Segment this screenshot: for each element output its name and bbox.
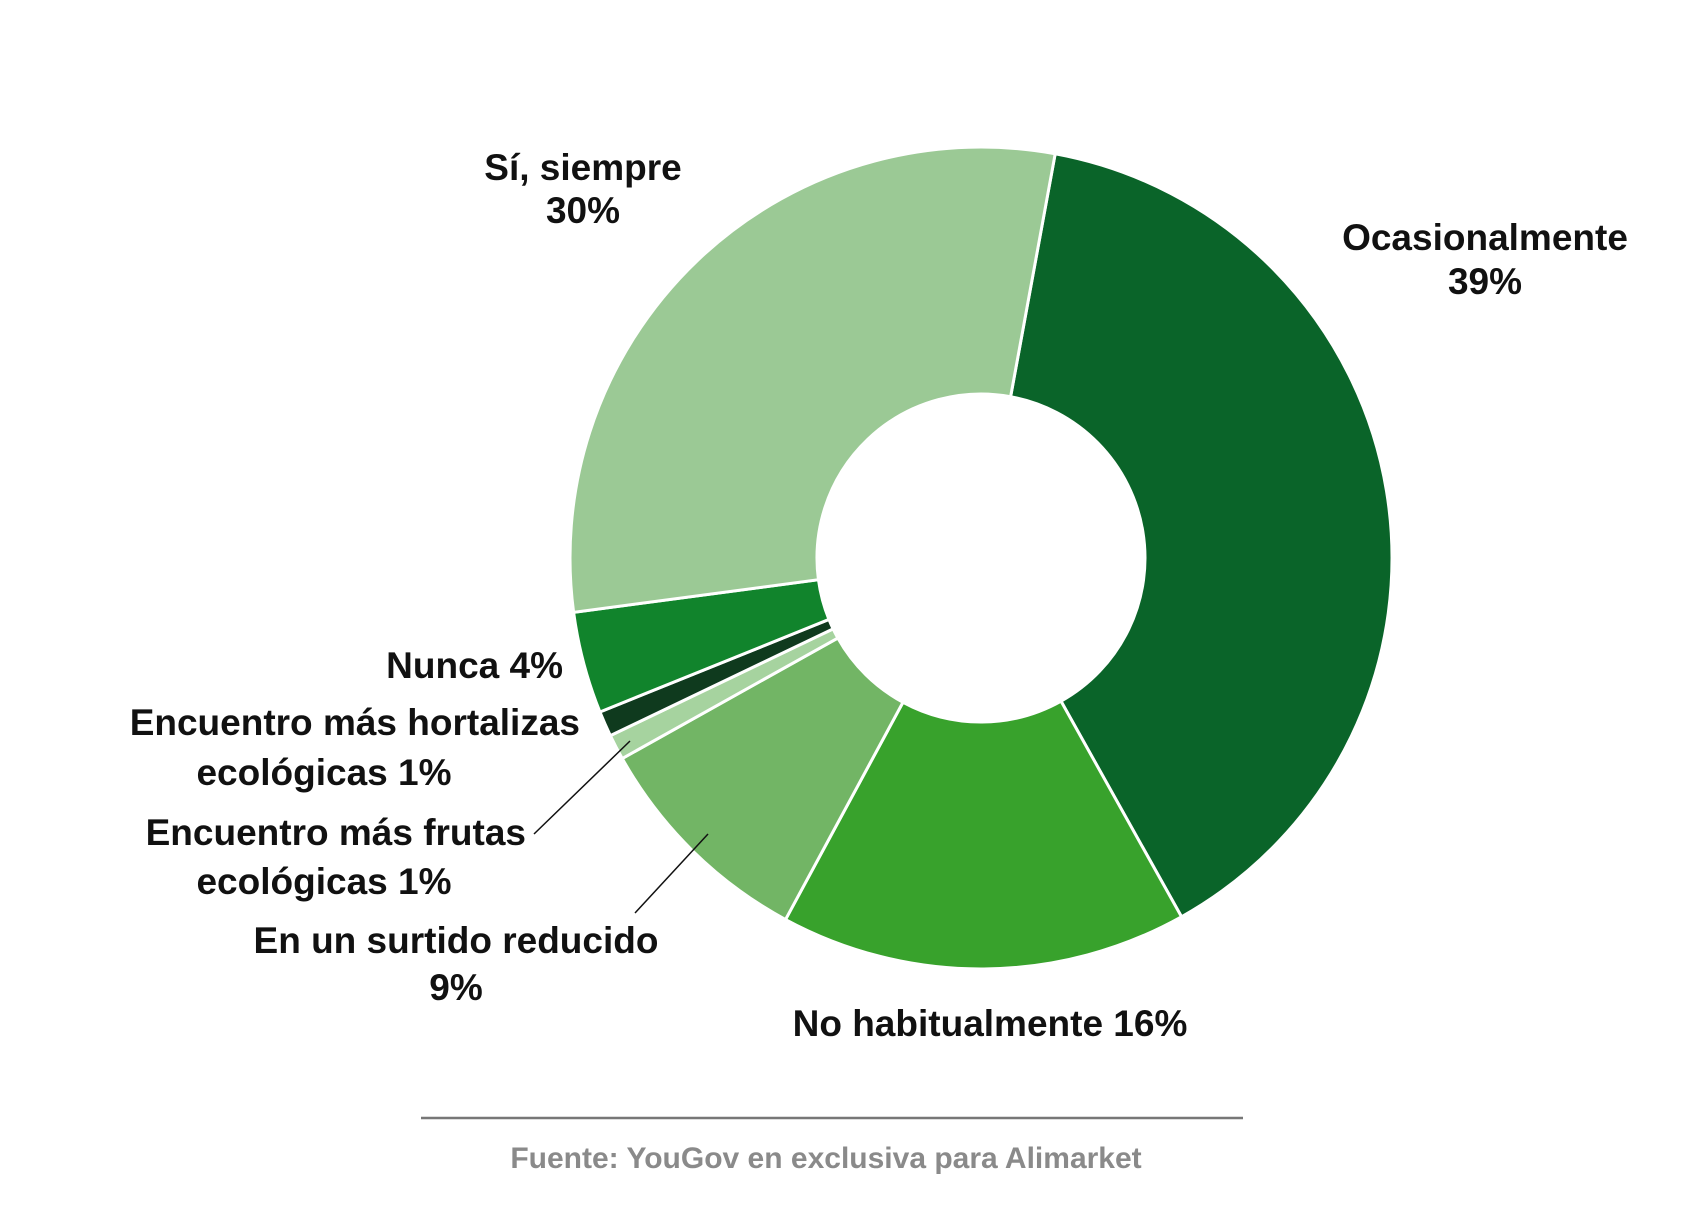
label-no-habitualmente: No habitualmente 16% — [793, 1003, 1188, 1044]
slice-en-un-surtido-reducido — [620, 635, 906, 922]
leader-line-surtido — [634, 833, 709, 914]
slice-no-habitualmente — [783, 699, 1184, 971]
label-ocasionalmente-pct: 39% — [1448, 261, 1522, 302]
label-frutas: Encuentro más frutas — [146, 812, 526, 853]
leader-line-frutas — [533, 740, 631, 835]
label-hortalizas: Encuentro más hortalizas — [130, 702, 580, 743]
slice-si-siempre — [568, 145, 1057, 615]
label-hortalizas-2: ecológicas 1% — [196, 752, 451, 793]
source-note: Fuente: YouGov en exclusiva para Alimark… — [510, 1142, 1141, 1175]
label-surtido-pct: 9% — [429, 967, 482, 1008]
label-si-siempre: Sí, siempre — [484, 147, 681, 188]
label-frutas-2: ecológicas 1% — [196, 861, 451, 902]
donut-slices — [568, 145, 1394, 971]
label-nunca: Nunca 4% — [386, 645, 563, 686]
label-ocasionalmente: Ocasionalmente — [1342, 217, 1628, 258]
label-si-siempre-pct: 30% — [546, 190, 620, 231]
label-surtido: En un surtido reducido — [254, 920, 659, 961]
slice-ocasionalmente — [1008, 152, 1394, 919]
